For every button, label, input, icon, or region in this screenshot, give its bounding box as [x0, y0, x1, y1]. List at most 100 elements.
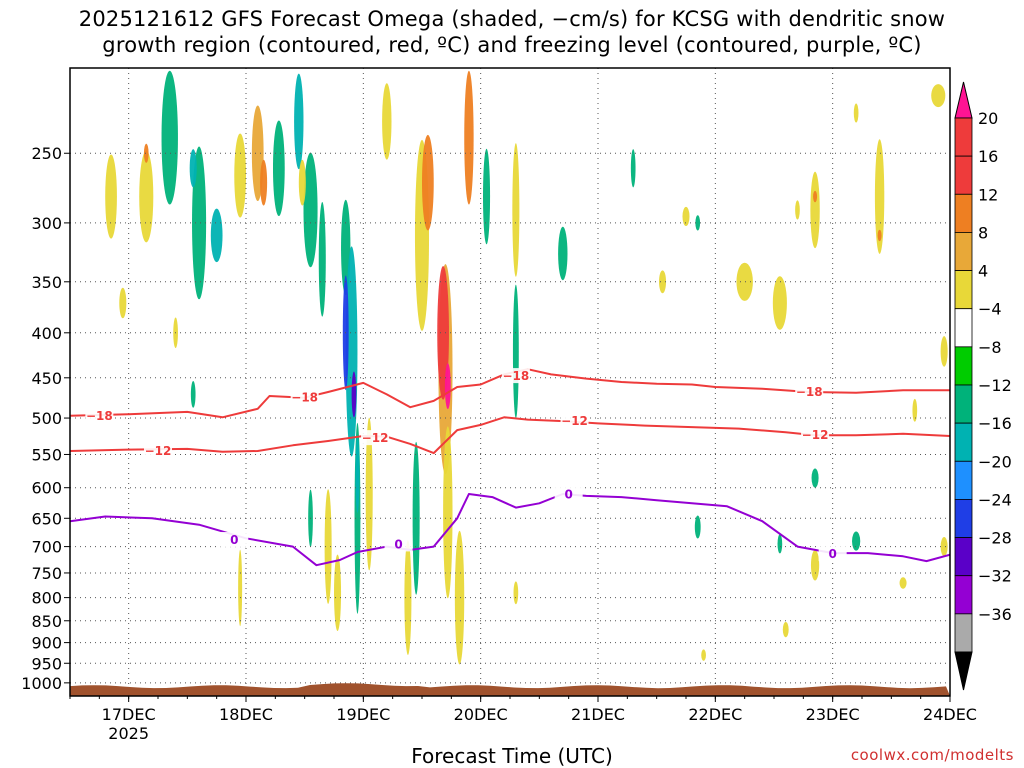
omega-cell [422, 134, 434, 231]
contour-label-bg [384, 536, 413, 552]
omega-cell [143, 143, 149, 163]
omega-cell [940, 537, 948, 557]
colorbar-segment [954, 155, 973, 195]
omega-cell [464, 70, 474, 205]
omega-cell [139, 150, 154, 243]
contour-label-bg [220, 531, 249, 547]
colorbar-label: −28 [978, 529, 1012, 548]
omega-cell [234, 133, 246, 218]
contour--12 [70, 416, 950, 455]
credit-text: coolwx.com/modelts [850, 746, 1014, 764]
omega-cell [682, 206, 690, 227]
y-tick-label: 900 [31, 634, 62, 653]
y-tick-label: 500 [31, 409, 62, 428]
contour-label--18: −18 [502, 369, 529, 383]
y-tick-label: 250 [31, 144, 62, 163]
contour-lines: −18 −18 −18 −18 −12 −12 −12 −12 0 0 0 0 [70, 368, 950, 567]
omega-cell [899, 577, 907, 589]
contour-label-0: 0 [564, 488, 572, 502]
omega-cell [161, 70, 178, 205]
omega-cell [874, 139, 885, 254]
omega-cell [912, 398, 918, 422]
y-tick-label: 450 [31, 369, 62, 388]
omega-cell [272, 120, 285, 216]
contour-label-bg [501, 368, 530, 384]
colorbar-label: −4 [978, 300, 1002, 319]
omega-cell [210, 208, 223, 263]
contour-label-0: 0 [230, 533, 238, 547]
omega-cell [877, 229, 882, 242]
colorbar-label: −32 [978, 567, 1012, 586]
ground-fill [70, 683, 950, 696]
x-axis-title: Forecast Time (UTC) [411, 744, 613, 768]
omega-cell [444, 363, 451, 410]
colorbar-label: −16 [978, 414, 1012, 433]
colorbar-legend: 20 16 12 8 4 −4 −8 −12 −16 −20 −24 −28 −32 −36 [954, 81, 1012, 691]
contour-label-bg [85, 407, 114, 423]
omega-cell [853, 103, 859, 123]
omega-cell [772, 276, 787, 330]
x-tick-sublabel: 2025 [108, 724, 149, 743]
omega-cell [659, 270, 667, 294]
omega-cell [483, 148, 491, 245]
omega-cell [238, 549, 243, 627]
y-tick-label: 550 [31, 445, 62, 464]
colorbar-label: −20 [978, 452, 1012, 471]
omega-cell [260, 159, 268, 206]
contour-label--12: −12 [561, 414, 588, 428]
omega-cell [813, 190, 818, 203]
y-tick-label: 1000 [21, 674, 62, 693]
x-tick-label: 22DEC [688, 705, 742, 724]
colorbar-segment [954, 193, 973, 233]
omega-cell [795, 200, 800, 220]
y-tick-label: 800 [31, 589, 62, 608]
omega-cell [318, 202, 326, 317]
omega-cell [811, 468, 819, 488]
contour-label-bg [290, 389, 319, 405]
colorbar-bottom-arrow [954, 651, 973, 691]
omega-cell [695, 215, 701, 231]
omega-cell [294, 73, 304, 170]
colorbar-segment [954, 270, 973, 310]
omega-cell [334, 554, 342, 632]
omega-cell [512, 143, 520, 277]
omega-cell [192, 146, 207, 300]
contour-label--12: −12 [362, 431, 389, 445]
colorbar-segment [954, 575, 973, 615]
colorbar-segment [954, 460, 973, 500]
colorbar-label: 20 [978, 109, 998, 128]
colorbar-segment [954, 117, 973, 157]
x-tick-label: 24DEC [923, 705, 977, 724]
omega-cell [365, 417, 373, 571]
omega-cell [189, 149, 197, 188]
colorbar-label: 16 [978, 147, 998, 166]
omega-cell [694, 515, 701, 539]
y-axis-pressure: 250 300 350 400 450 500 550 600 650 700 750 800 850 9… [21, 144, 70, 693]
colorbar-segment [954, 232, 973, 271]
omega-cell [512, 284, 519, 419]
y-tick-label: 650 [31, 509, 62, 528]
y-tick-label: 700 [31, 538, 62, 557]
contour-label-bg [560, 413, 589, 429]
contour-label--18: −18 [796, 385, 823, 399]
omega-cell [105, 154, 117, 239]
contour-label-bg [801, 427, 830, 443]
contour-0 [70, 493, 950, 567]
y-tick-label: 400 [31, 324, 62, 343]
colorbar-segment [954, 499, 973, 538]
omega-cell [324, 489, 332, 604]
omega-cell [782, 622, 789, 638]
contour-label-bg [554, 486, 583, 502]
colorbar-segment [954, 613, 973, 653]
colorbar-label: 4 [978, 262, 988, 281]
omega-cell [630, 149, 636, 188]
contour-label-0: 0 [828, 547, 836, 561]
colorbar-segment [954, 537, 973, 577]
y-tick-label: 750 [31, 564, 62, 583]
contour--18 [70, 368, 950, 419]
x-tick-label: 23DEC [806, 705, 860, 724]
colorbar-label: −24 [978, 490, 1012, 509]
omega-cell [298, 159, 306, 206]
colorbar-top-arrow [954, 81, 973, 119]
